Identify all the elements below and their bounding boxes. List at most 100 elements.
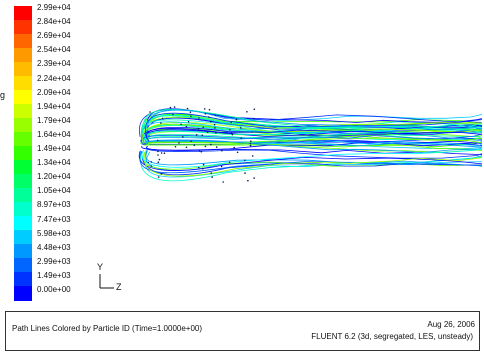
colorbar-label: 7.47e+03 xyxy=(37,214,71,224)
path-line xyxy=(144,112,483,139)
particle-dot xyxy=(253,177,255,179)
particle-dot xyxy=(246,111,248,113)
path-line xyxy=(141,121,482,140)
particle-dot xyxy=(222,181,224,183)
graphics-viewport[interactable]: 2.99e+04 2.84e+04 2.69e+04 2.54e+04 2.39e+04… xyxy=(0,0,484,302)
colorbar-segment xyxy=(14,76,32,91)
path-line xyxy=(146,142,483,153)
colorbar-label: 1.20e+04 xyxy=(37,172,71,182)
particle-dot xyxy=(249,144,252,147)
particle-dot xyxy=(157,150,159,153)
particle-dot xyxy=(208,116,210,118)
colorbar-label: 2.69e+04 xyxy=(37,31,71,41)
particle-dot xyxy=(213,123,216,126)
colorbar-segment xyxy=(14,174,32,189)
colorbar-label: 2.54e+04 xyxy=(37,45,71,55)
particle-dot xyxy=(215,146,218,148)
particle-dot xyxy=(211,176,213,178)
particle-dot xyxy=(202,126,204,128)
colorbar-label: 1.05e+04 xyxy=(37,186,71,196)
particle-dot xyxy=(158,158,161,161)
particle-dot xyxy=(161,117,164,120)
particle-dot xyxy=(214,127,216,129)
particle-dot xyxy=(253,108,256,111)
path-line xyxy=(138,150,483,171)
colorbar-segment xyxy=(14,20,32,35)
particle-dot xyxy=(247,179,249,182)
colorbar-segment xyxy=(14,34,32,49)
colorbar-label: 2.09e+04 xyxy=(37,87,71,97)
colorbar-segment xyxy=(14,286,32,301)
colorbar-label: 1.49e+03 xyxy=(37,270,71,280)
colorbar-segment xyxy=(14,244,32,259)
colorbar-segment xyxy=(14,48,32,63)
particle-dot xyxy=(193,144,196,147)
particle-dot xyxy=(214,114,217,116)
particle-dot xyxy=(235,118,238,121)
particle-dot xyxy=(202,167,204,170)
path-line xyxy=(146,139,483,153)
particle-dot xyxy=(160,173,163,175)
particle-dot xyxy=(201,134,204,137)
colorbar-segment xyxy=(14,258,32,273)
particle-dot xyxy=(229,129,231,131)
colorbar-label: 1.79e+04 xyxy=(37,115,71,125)
colorbar-label: 0.00e+00 xyxy=(37,285,71,294)
plot-caption: Path Lines Colored by Particle ID (Time=… xyxy=(12,324,203,333)
particle-dot xyxy=(160,152,163,154)
stray-text: g xyxy=(0,90,6,100)
particle-dot xyxy=(178,142,180,144)
particle-dot xyxy=(157,176,160,178)
plot-date: Aug 26, 2006 xyxy=(427,320,475,329)
particle-dot xyxy=(160,122,162,124)
particle-dot xyxy=(157,154,159,156)
particle-dot xyxy=(249,142,252,145)
particle-dot xyxy=(195,134,198,136)
path-line xyxy=(140,133,483,144)
axis-y-label: Y xyxy=(97,262,104,272)
particle-dot xyxy=(190,140,192,143)
particle-dot xyxy=(150,165,153,167)
colorbar-segment xyxy=(14,216,32,231)
particle-dot xyxy=(208,108,211,111)
colorbar-segment xyxy=(14,6,32,21)
path-line xyxy=(140,140,483,148)
particle-dot xyxy=(244,172,246,174)
colorbar-segment xyxy=(14,188,32,203)
colorbar-label: 5.98e+03 xyxy=(37,228,71,238)
path-line xyxy=(142,122,483,141)
colorbar-label: 2.39e+04 xyxy=(37,59,71,69)
particle-dot xyxy=(206,131,209,133)
particle-dot xyxy=(185,146,188,149)
particle-dot xyxy=(236,151,239,154)
particle-dot xyxy=(230,121,232,124)
particle-dot xyxy=(156,139,159,142)
particle-dot xyxy=(253,117,255,120)
particle-dot xyxy=(197,127,200,130)
particle-dot xyxy=(230,132,233,135)
colorbar-label: 1.94e+04 xyxy=(37,101,71,111)
particle-dot xyxy=(198,150,201,152)
colorbar-segment xyxy=(14,90,32,105)
particle-dot xyxy=(215,132,217,134)
particle-dot xyxy=(204,145,207,148)
particle-dot xyxy=(189,111,192,114)
particle-dot xyxy=(169,106,172,109)
particle-dot xyxy=(180,123,182,126)
path-line xyxy=(145,151,482,178)
particle-dot xyxy=(150,161,153,163)
particle-dot xyxy=(147,161,149,164)
particle-dot xyxy=(163,152,166,154)
particle-dot xyxy=(220,165,223,168)
colorbar-segment xyxy=(14,160,32,175)
particle-dot xyxy=(185,125,188,128)
path-line xyxy=(146,109,483,138)
colorbar-segment xyxy=(14,272,32,287)
path-line xyxy=(146,145,483,155)
particle-dot xyxy=(204,113,207,115)
particle-dot xyxy=(240,127,242,129)
colorbar-label: 1.49e+04 xyxy=(37,144,71,153)
particle-dot xyxy=(157,161,160,163)
colorbar-label: 8.97e+03 xyxy=(37,200,71,210)
particle-dot xyxy=(149,111,151,113)
